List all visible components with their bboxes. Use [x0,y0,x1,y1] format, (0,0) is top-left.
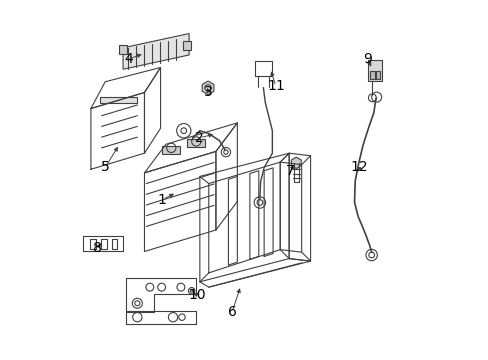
Text: 9: 9 [363,52,371,66]
Bar [376,71,379,78]
Text: 7: 7 [285,164,294,178]
Text: 5: 5 [101,161,109,175]
Text: 1: 1 [158,193,166,207]
Text: 12: 12 [350,161,367,175]
Text: 6: 6 [227,305,236,319]
Bar [367,60,381,81]
Polygon shape [291,157,301,168]
Polygon shape [123,33,189,69]
Polygon shape [202,81,214,95]
Bar [162,146,180,154]
Bar [183,41,190,50]
Text: 3: 3 [204,85,213,99]
Bar [100,97,137,103]
Text: 10: 10 [188,288,206,302]
Text: 11: 11 [266,80,284,93]
Bar [119,45,126,54]
Text: 4: 4 [124,52,133,66]
Bar [187,139,205,147]
Text: 8: 8 [93,241,102,255]
Text: 2: 2 [195,131,204,145]
Bar [369,71,374,78]
